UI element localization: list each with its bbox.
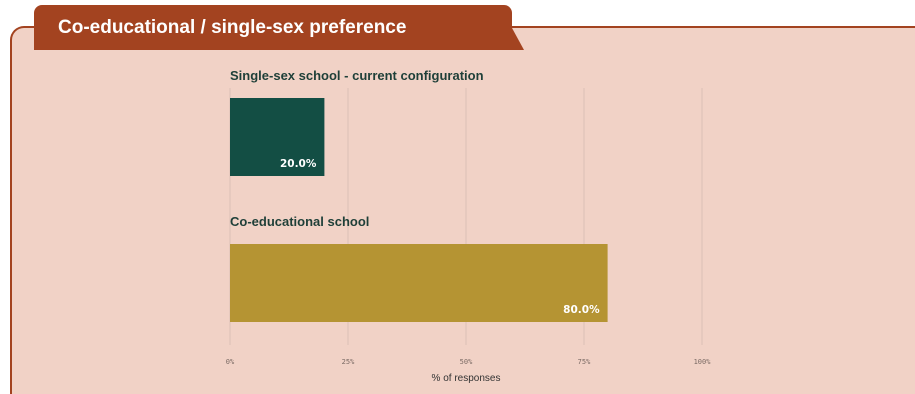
- data-label: 20.0%: [280, 158, 317, 170]
- chart-panel: [10, 26, 915, 394]
- x-tick-label: 50%: [460, 358, 473, 366]
- x-tick-label: 25%: [342, 358, 355, 366]
- x-axis-label: % of responses: [432, 373, 501, 384]
- x-tick-label: 75%: [578, 358, 591, 366]
- x-tick-label: 0%: [226, 358, 235, 366]
- chart-title: Co-educational / single-sex preference: [34, 5, 512, 50]
- category-label: Co-educational school: [230, 214, 369, 229]
- data-label: 80.0%: [563, 304, 600, 316]
- category-label: Single-sex school - current configuratio…: [230, 68, 484, 83]
- bar: [230, 244, 608, 322]
- bar: [230, 98, 325, 176]
- x-tick-label: 100%: [694, 358, 712, 366]
